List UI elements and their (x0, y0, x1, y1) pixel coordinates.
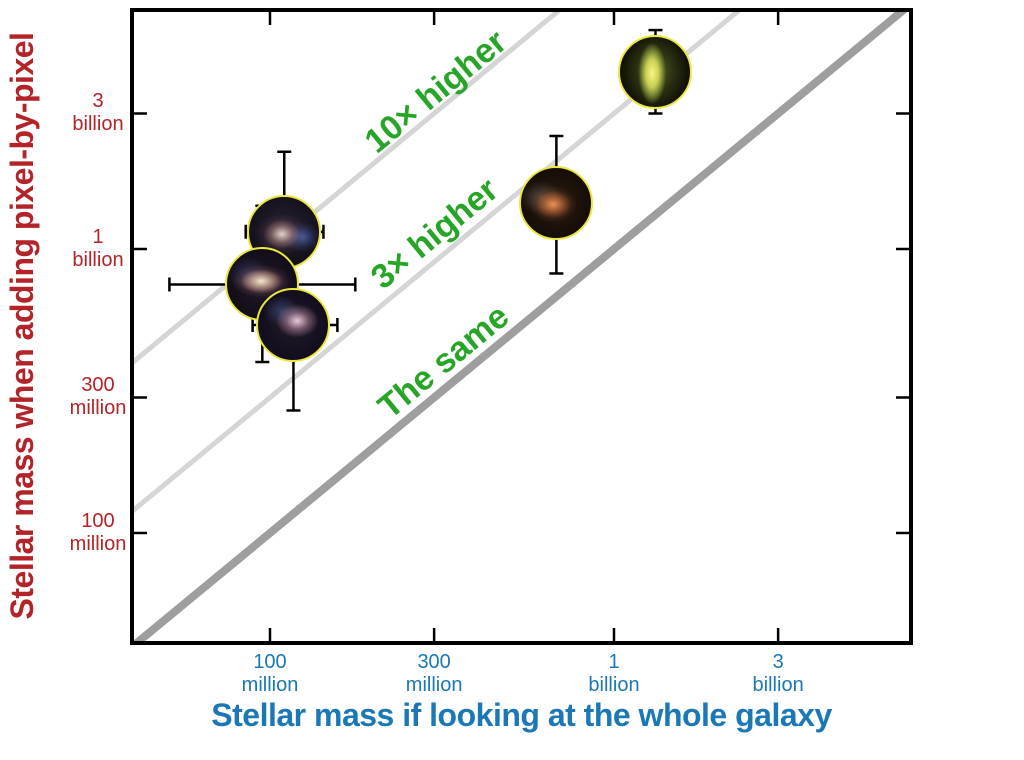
y-tick-label-3-billion: 3 billion (52, 90, 144, 136)
tick-label-line: million (405, 674, 463, 696)
x-axis-title: Stellar mass if looking at the whole gal… (211, 697, 832, 733)
tick-label-line: 300 (81, 374, 115, 397)
y-tick-label-100-million: 100 million (52, 510, 144, 556)
plot-canvas (130, 8, 913, 645)
tick-label-line: 100 (253, 651, 287, 673)
tick-label-line: billion (752, 674, 804, 696)
x-tick-label-3-billion: 3 billion (718, 651, 838, 697)
reference-line-3-higher (130, 8, 746, 517)
y-axis-title: Stellar mass when adding pixel-by-pixel (4, 32, 40, 620)
y-tick-label-300-million: 300 million (52, 374, 144, 420)
plot-frame (130, 8, 913, 645)
tick-label-line: 3 (772, 651, 784, 673)
tick-label-line: million (69, 533, 127, 555)
x-tick-label-100-million: 100 million (210, 651, 330, 697)
y-tick-label-1-billion: 1 billion (52, 226, 144, 272)
tick-label-line: million (241, 674, 299, 696)
tick-label-line: billion (588, 674, 640, 696)
reference-line-the-same (130, 8, 913, 645)
galaxy-point-3 (256, 288, 331, 362)
tick-label-line: 300 (417, 651, 451, 673)
tick-label-line: 100 (81, 510, 115, 532)
tick-label-line: billion (72, 249, 124, 271)
plot-area: 10× higher 3× higher The same (130, 8, 913, 645)
x-tick-label-1-billion: 1 billion (554, 651, 674, 697)
galaxy-point-4 (519, 166, 594, 241)
tick-label-line: million (69, 397, 127, 420)
galaxy-point-5 (618, 34, 693, 109)
tick-label-line: 3 (92, 90, 104, 113)
tick-label-line: 1 (92, 226, 104, 248)
tick-label-line: 1 (608, 651, 620, 673)
reference-line-10-higher (130, 8, 566, 368)
x-tick-label-300-million: 300 million (374, 651, 494, 697)
tick-label-line: billion (72, 113, 124, 136)
